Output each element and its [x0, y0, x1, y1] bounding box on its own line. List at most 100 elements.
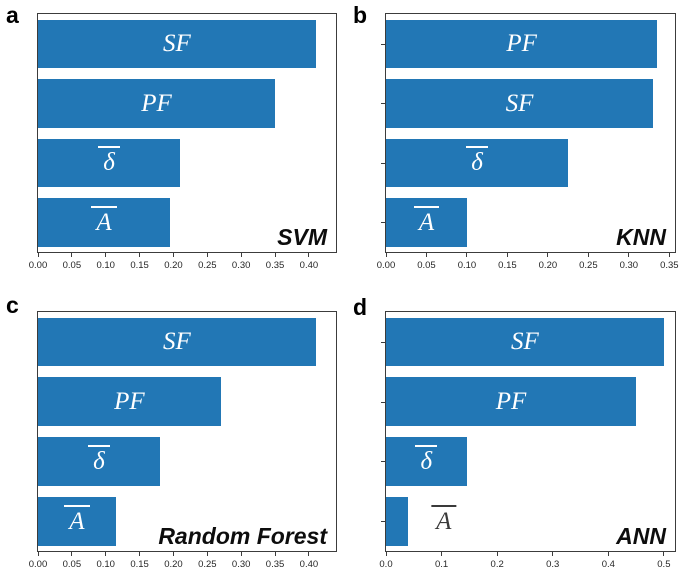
- x-axis-tick-label: 0.35: [265, 260, 285, 271]
- y-axis-tick: [381, 222, 385, 224]
- plot-area-svm: SF PF δ A 0.00 0.05 0.10 0.15 0.20 0.25 0.30 0.35 0.…: [29, 13, 337, 271]
- x-axis-tick-label: 0.4: [601, 559, 615, 570]
- bar-label-PF: PF: [141, 89, 172, 117]
- y-axis-tick: [381, 43, 385, 45]
- x-axis-tick-label: 0.15: [130, 260, 149, 271]
- bar-label-δ: δ: [466, 146, 488, 175]
- x-axis-tick-label: 0.0: [379, 559, 393, 570]
- x-axis-tick: [385, 552, 387, 556]
- x-axis-tick-label: 0.10: [457, 260, 477, 271]
- x-axis-tick-label: 0.25: [579, 260, 598, 271]
- x-axis-tick: [274, 253, 276, 257]
- bar-label-PF: PF: [495, 388, 527, 416]
- x-axis-tick: [105, 552, 107, 556]
- x-axis-tick: [37, 253, 39, 257]
- bar-δ: δ: [386, 138, 569, 187]
- x-axis-tick-label: 0.40: [299, 559, 319, 570]
- x-axis-tick-label: 0.25: [198, 260, 217, 271]
- x-axis-tick: [172, 253, 174, 257]
- bar-label-PF: PF: [114, 388, 145, 416]
- y-axis-tick: [381, 521, 385, 523]
- x-axis-tick: [441, 552, 443, 556]
- bar-PF: PF: [386, 19, 658, 68]
- bar-A: A: [38, 496, 116, 546]
- x-axis-tick: [552, 552, 554, 556]
- bar-label-SF: SF: [162, 328, 191, 356]
- panel-letter-c: c: [6, 292, 19, 318]
- x-axis-tick-label: 0.30: [231, 260, 251, 271]
- x-axis-tick-label: 0.5: [657, 559, 671, 570]
- x-axis-tick: [206, 552, 208, 556]
- model-label-svm: SVM: [277, 224, 327, 250]
- x-axis-tick: [663, 552, 665, 556]
- bar-label-δ: δ: [88, 444, 110, 474]
- x-axis-tick-label: 0.05: [62, 559, 82, 570]
- model-label-knn: KNN: [616, 224, 666, 250]
- x-axis-tick-label: 0.3: [546, 559, 560, 570]
- x-axis-tick: [105, 253, 107, 257]
- x-axis-tick-label: 0.10: [96, 559, 115, 570]
- x-axis-tick: [37, 552, 39, 556]
- bar-label-δ: δ: [415, 444, 438, 474]
- x-axis-tick: [506, 253, 508, 257]
- x-axis-tick: [587, 253, 589, 257]
- bar-A: A: [386, 198, 467, 247]
- y-axis-tick: [381, 461, 385, 463]
- bar-δ: δ: [38, 138, 181, 187]
- x-axis-tick-label: 0.05: [62, 260, 82, 271]
- bar-label-SF: SF: [511, 328, 539, 356]
- x-axis-tick-label: 0.25: [198, 559, 217, 570]
- bar-label-outside-A: A: [431, 491, 457, 551]
- x-axis-tick-label: 0.35: [265, 559, 285, 570]
- x-axis-tick-label: 0.30: [619, 260, 639, 271]
- bar-label-PF: PF: [506, 30, 537, 58]
- x-axis-tick-label: 0.2: [490, 559, 504, 570]
- x-axis-tick: [607, 552, 609, 556]
- y-axis-tick: [381, 103, 385, 105]
- x-axis-tick: [628, 253, 630, 257]
- model-label-random-forest: Random Forest: [158, 523, 327, 549]
- x-axis-tick: [385, 253, 387, 257]
- x-axis-tick: [668, 253, 670, 257]
- x-axis-tick: [240, 552, 242, 556]
- bar-A: A: [38, 198, 171, 247]
- bar-SF: SF: [386, 79, 654, 128]
- x-axis-tick: [71, 253, 73, 257]
- x-axis-tick-label: 0.15: [130, 559, 149, 570]
- x-axis-tick: [274, 552, 276, 556]
- panel-letter-b: b: [353, 2, 368, 28]
- x-axis-tick-label: 0.30: [231, 559, 251, 570]
- bar-A: [386, 496, 409, 546]
- panel-letter-d: d: [353, 294, 368, 320]
- bar-label-A: A: [413, 205, 440, 235]
- x-axis-tick: [71, 552, 73, 556]
- x-axis-tick-label: 0.05: [417, 260, 436, 271]
- x-axis-tick-label: 0.20: [538, 260, 558, 271]
- bar-label-A: A: [431, 504, 457, 534]
- x-axis-tick-label: 0.15: [498, 260, 517, 271]
- plot-area-ann: SF PF δ A 0.0 0.1 0.2 0.3 0.4 0.5 ANN: [379, 311, 676, 570]
- x-axis-tick: [172, 552, 174, 556]
- x-axis-tick-label: 0.20: [164, 260, 183, 271]
- x-axis-tick: [425, 253, 427, 257]
- panel-letter-a: a: [6, 2, 19, 28]
- x-axis-tick-label: 0.10: [96, 260, 115, 271]
- bar-SF: SF: [38, 19, 316, 68]
- y-axis-tick: [381, 341, 385, 343]
- x-axis-tick-label: 0.00: [28, 260, 48, 271]
- bar-label-SF: SF: [162, 30, 191, 58]
- x-axis-tick: [139, 552, 141, 556]
- x-axis-tick-label: 0.35: [660, 260, 679, 271]
- bar-SF: SF: [38, 317, 316, 367]
- bar-label-δ: δ: [98, 146, 120, 175]
- bar-label-A: A: [91, 205, 117, 235]
- x-axis-tick: [466, 253, 468, 257]
- bar-label-A: A: [64, 504, 90, 534]
- bar-PF: PF: [386, 377, 637, 426]
- x-axis-tick-label: 0.1: [434, 559, 449, 570]
- x-axis-tick: [139, 253, 141, 257]
- bar-δ: δ: [386, 437, 467, 486]
- x-axis-tick-label: 0.20: [164, 559, 183, 570]
- x-axis-tick: [496, 552, 498, 556]
